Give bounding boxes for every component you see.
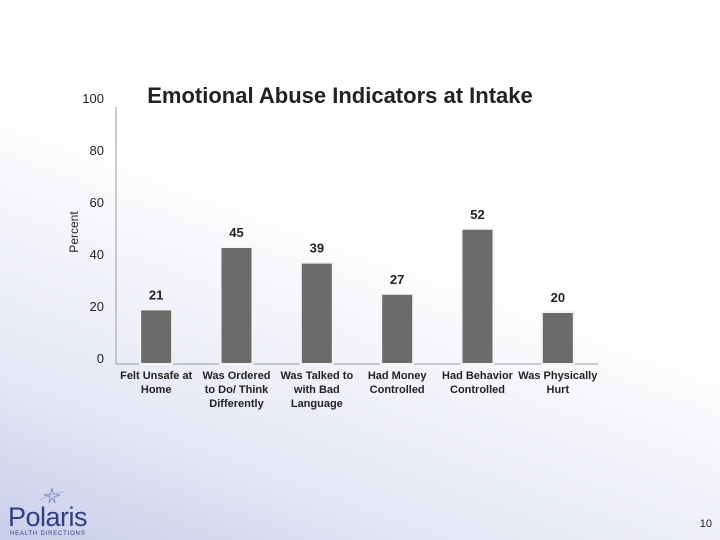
category-label-line: to Do/ Think xyxy=(205,384,269,396)
category-label-line: Was Talked to xyxy=(280,370,353,382)
category-label-line: Had Money xyxy=(368,370,428,382)
category-label-line: with Bad xyxy=(293,384,340,396)
category-label: Had Money Controlled xyxy=(368,370,428,396)
value-labels: 21 45 39 27 52 20 xyxy=(149,207,565,305)
y-tick-label: 20 xyxy=(90,299,104,314)
value-label: 20 xyxy=(551,290,565,305)
page-number: 10 xyxy=(699,518,712,530)
y-tick-label: 60 xyxy=(90,195,104,210)
logo-tagline: HEALTH DIRECTIONS xyxy=(10,531,86,537)
category-label-line: Felt Unsafe at xyxy=(120,370,192,382)
chart-title: Emotional Abuse Indicators at Intake xyxy=(147,83,532,108)
category-label-line: Controlled xyxy=(370,384,425,396)
y-tick-label: 0 xyxy=(97,351,104,366)
bars xyxy=(139,227,575,366)
bar xyxy=(139,308,174,365)
category-label-line: Language xyxy=(291,398,343,410)
star-icon xyxy=(39,487,65,504)
value-label: 45 xyxy=(229,225,243,240)
value-label: 39 xyxy=(310,241,324,256)
bar xyxy=(219,246,254,365)
category-label-line: Controlled xyxy=(450,384,505,396)
bar xyxy=(460,227,495,365)
category-label: Was Physically Hurt xyxy=(518,370,598,396)
polaris-logo: Polaris HEALTH DIRECTIONS xyxy=(6,486,88,538)
y-tick-label: 100 xyxy=(82,91,104,106)
y-tick-label: 40 xyxy=(90,247,104,262)
logo-name: Polaris xyxy=(8,502,88,532)
category-label-line: Was Ordered xyxy=(202,370,270,382)
category-label: Had Behavior Controlled xyxy=(442,370,514,396)
y-tick-label: 80 xyxy=(90,143,104,158)
bar xyxy=(380,292,415,365)
category-label-line: Had Behavior xyxy=(442,370,514,382)
bar xyxy=(299,261,334,366)
value-label: 21 xyxy=(149,287,163,302)
category-label-line: Was Physically xyxy=(518,370,598,382)
category-labels: Felt Unsafe at Home Was Ordered to Do/ Thin… xyxy=(120,370,598,410)
category-label: Was Talked to with Bad Language xyxy=(280,370,353,410)
category-label-line: Home xyxy=(141,384,172,396)
category-label-line: Differently xyxy=(209,398,264,410)
y-ticks: 0 20 40 60 80 100 xyxy=(82,91,104,366)
category-label: Felt Unsafe at Home xyxy=(120,370,192,396)
value-label: 27 xyxy=(390,272,404,287)
bar xyxy=(540,311,575,365)
y-axis-label: Percent xyxy=(67,211,81,253)
category-label: Was Ordered to Do/ Think Differently xyxy=(202,370,270,410)
value-label: 52 xyxy=(470,207,484,222)
category-label-line: Hurt xyxy=(547,384,570,396)
